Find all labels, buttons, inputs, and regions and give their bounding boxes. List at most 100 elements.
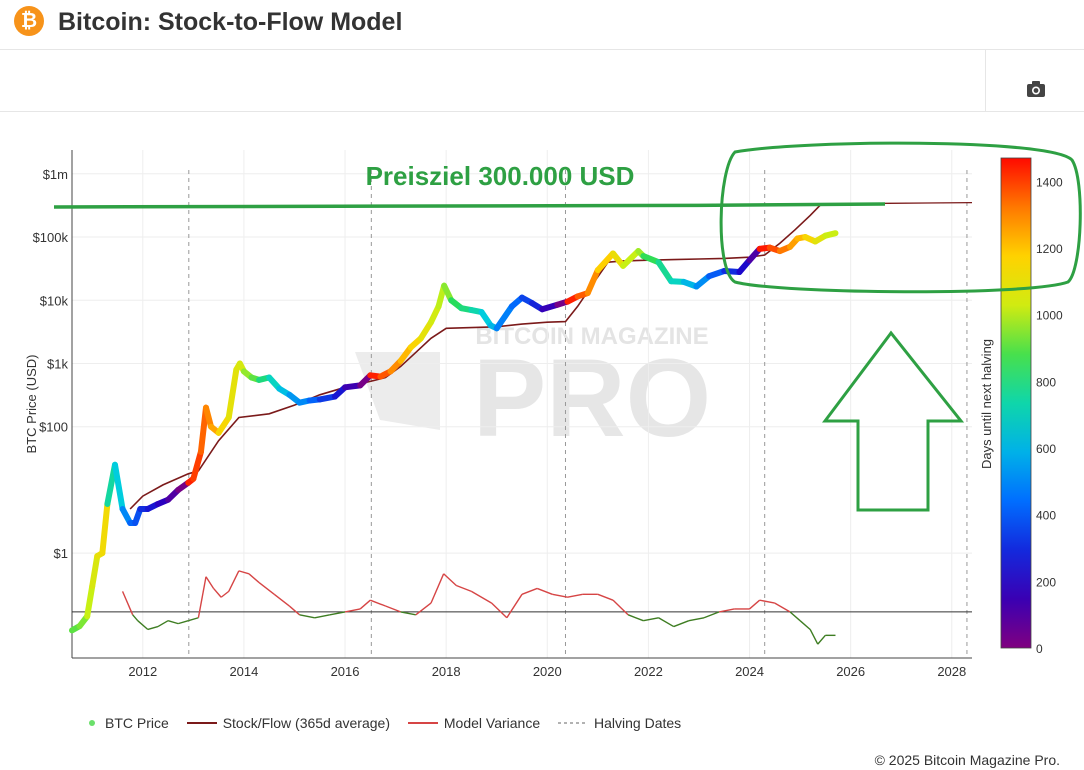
btc-price-segment (655, 259, 675, 285)
model-variance-segment (213, 587, 222, 598)
x-tick-label: 2018 (432, 664, 461, 679)
btc-price-segment (111, 461, 126, 512)
x-tick-label: 2020 (533, 664, 562, 679)
model-variance-segment (385, 605, 401, 613)
model-variance-segment (774, 602, 791, 613)
legend-label: Model Variance (443, 715, 541, 731)
model-variance-segment (177, 620, 189, 625)
model-variance-segment (273, 593, 290, 607)
model-variance-segment (299, 614, 315, 619)
model-variance-segment (658, 617, 675, 628)
model-variance-segment (597, 593, 614, 601)
toolbar-actions (985, 50, 1084, 111)
legend-line-icon (407, 722, 438, 724)
copyright: © 2025 Bitcoin Magazine Pro. (874, 752, 1060, 768)
colorbar-tick-label: 1200 (1036, 242, 1063, 256)
model-variance-segment (314, 614, 330, 619)
x-tick-label: 2014 (229, 664, 258, 679)
x-tick-label: 2022 (634, 664, 663, 679)
x-tick-label: 2016 (331, 664, 360, 679)
model-variance-segment (248, 573, 260, 584)
model-variance-segment (688, 617, 705, 622)
chart-toolbar (0, 50, 1084, 112)
model-variance-segment (205, 576, 215, 589)
model-variance-segment (132, 614, 139, 622)
btc-price-segment (493, 303, 515, 332)
camera-icon[interactable] (1026, 80, 1046, 98)
watermark-line2: PRO (473, 337, 711, 460)
watermark-line1: BITCOIN MAGAZINE (475, 323, 708, 350)
colorbar-tick-label: 1400 (1036, 175, 1063, 189)
btc-price-segment (594, 250, 617, 274)
x-tick-label: 2012 (128, 664, 157, 679)
model-variance-segment (228, 570, 240, 592)
btc-price-segment (417, 319, 434, 342)
btc-price-segment (84, 583, 96, 620)
legend-item-btc-price[interactable]: BTC Price (85, 715, 169, 731)
model-variance-segment (673, 620, 690, 628)
legend-line-icon (186, 722, 217, 724)
model-variance-segment (749, 599, 761, 610)
colorbar-tick-label: 200 (1036, 575, 1056, 589)
watermark-logo-icon (355, 352, 440, 430)
y-tick-label: $1 (54, 546, 68, 561)
y-tick-label: $100 (39, 420, 68, 435)
model-variance-segment (400, 611, 416, 616)
header: ₿ Bitcoin: Stock-to-Flow Model (0, 0, 1084, 50)
y-tick-label: $1k (47, 356, 68, 371)
x-tick-label: 2024 (735, 664, 764, 679)
model-variance-segment (147, 625, 159, 631)
model-variance-segment (759, 599, 775, 604)
model-variance-segment (329, 611, 346, 616)
bitcoin-logo-icon: ₿ (14, 6, 44, 36)
model-variance-segment (817, 634, 826, 645)
model-variance-segment (430, 573, 445, 604)
legend-label: Halving Dates (594, 715, 682, 731)
model-variance-segment (521, 587, 538, 595)
legend-dot-icon (89, 720, 95, 726)
target-ellipse (719, 141, 1082, 294)
model-variance-segment (536, 587, 553, 595)
model-variance-segment (789, 611, 801, 622)
y-tick-label: $100k (33, 230, 69, 245)
model-variance-segment (258, 582, 275, 595)
btc-price-segment (822, 230, 839, 239)
model-variance-segment (506, 593, 523, 619)
model-variance-segment (197, 576, 207, 618)
colorbar-label: Days until next halving (979, 339, 994, 469)
btc-price-segment (99, 500, 111, 557)
y-tick-label: $10k (40, 293, 69, 308)
legend-label: Stock/Flow (365d average) (222, 715, 390, 731)
legend-dash-icon (558, 722, 589, 724)
model-variance-segment (471, 590, 493, 604)
price-target-annotation: Preisziel 300.000 USD (366, 161, 635, 191)
colorbar (1000, 157, 1032, 649)
model-variance-segment (627, 614, 644, 622)
legend-item-halving-dates[interactable]: Halving Dates (558, 715, 681, 731)
model-variance-segment (491, 602, 508, 619)
up-arrow-icon (822, 330, 965, 512)
x-tick-label: 2026 (836, 664, 865, 679)
btc-price-segment (190, 448, 204, 482)
x-tick-label: 2028 (937, 664, 966, 679)
model-variance-segment (567, 593, 583, 598)
model-variance-segment (703, 611, 720, 619)
legend-item-stock-flow[interactable]: Stock/Flow (365d average) (186, 715, 390, 731)
btc-price-segment (584, 267, 601, 297)
btc-price-segment (225, 366, 240, 421)
model-variance-segment (809, 629, 819, 645)
model-variance-segment (238, 570, 250, 575)
legend-item-model-variance[interactable]: Model Variance (407, 715, 541, 731)
page-title: Bitcoin: Stock-to-Flow Model (58, 8, 403, 36)
legend-label: BTC Price (105, 715, 169, 731)
model-variance-segment (612, 599, 629, 616)
model-variance-segment (415, 602, 432, 616)
model-variance-segment (719, 608, 735, 613)
chart-legend: BTC Price Stock/Flow (365d average) Mode… (85, 715, 695, 731)
model-variance-segment (799, 620, 811, 631)
btc-price-segment (620, 248, 642, 269)
model-variance-segment (456, 584, 472, 593)
model-variance-segment (167, 620, 179, 625)
